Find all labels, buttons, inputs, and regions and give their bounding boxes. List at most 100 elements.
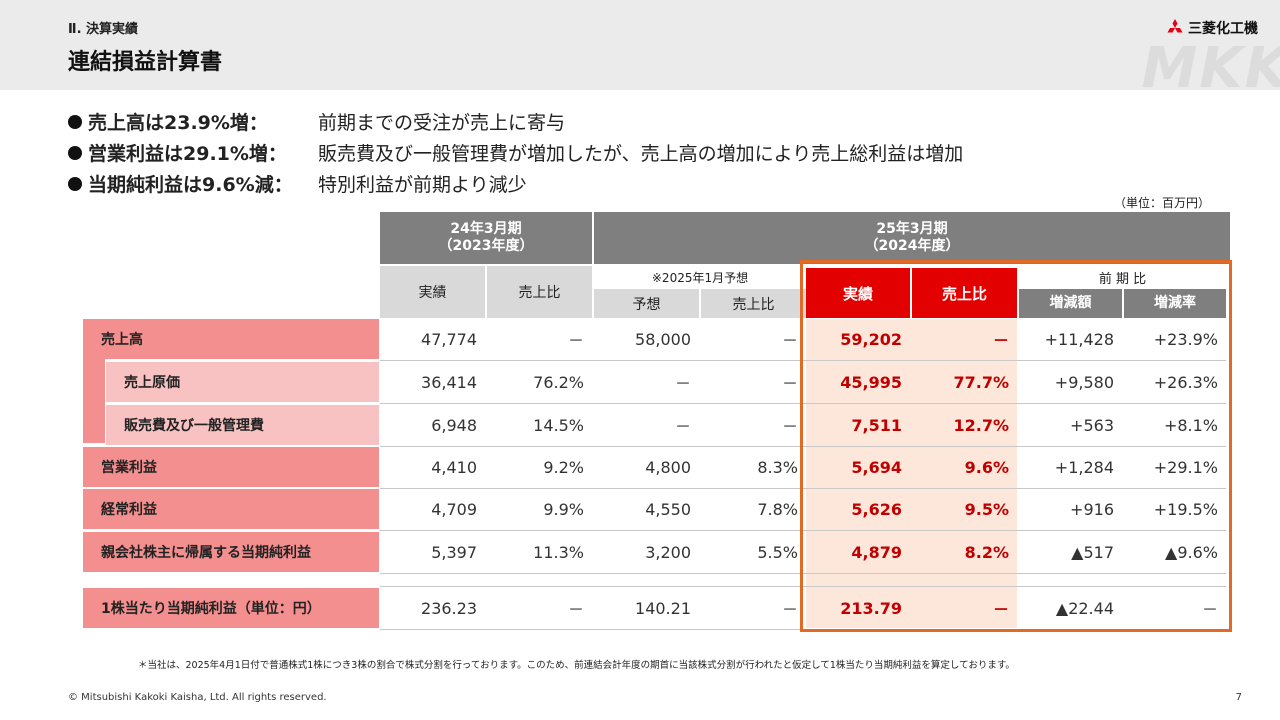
table-cell-fc-r: 5.5% (757, 542, 798, 562)
table-cell-diff: ▲22.44 (1055, 598, 1114, 618)
forecast-note: ※2025年1月予想 (594, 266, 806, 288)
page-title: 連結損益計算書 (68, 50, 223, 75)
table-cell-prev-r: 9.9% (543, 499, 584, 519)
curr-actual-header: 実績 (806, 268, 910, 318)
curr-year-group-header: 25年3月期 （2024年度） (594, 212, 1230, 264)
header-band: Ⅱ. 決算実績 連結損益計算書 MKK 三菱化工機 (0, 0, 1280, 90)
table-cell-rate: +29.1% (1153, 457, 1218, 477)
table-cell-cur-r: 9.5% (912, 489, 1017, 529)
table-cell-cur-r: 77.7% (912, 362, 1017, 402)
curr-ratio-header: 売上比 (912, 268, 1017, 318)
table-cell-fc-r: － (781, 417, 798, 436)
table-cell-rate: +8.1% (1163, 415, 1218, 435)
row-label-indent-bar (83, 359, 105, 443)
row-divider (380, 488, 1226, 489)
bullet-head: 当期純利益は9.6%減： (88, 174, 293, 196)
table-cell-diff: +916 (1070, 499, 1114, 519)
table-cell-prev: 4,410 (431, 457, 477, 477)
three-diamonds-icon (1167, 19, 1183, 33)
table-cell-cur-r: 9.6% (912, 447, 1017, 487)
table-cell-rate: ▲9.6% (1165, 542, 1218, 562)
row-divider (380, 530, 1226, 531)
table-cell-cur-r: 12.7% (912, 405, 1017, 445)
forecast-ratio-header: 売上比 (701, 289, 806, 318)
table-cell-prev: 236.23 (421, 598, 477, 618)
table-cell-cur: 59,202 (806, 319, 910, 359)
prev-actual-header: 実績 (380, 266, 485, 318)
table-cell-prev-r: － (567, 331, 584, 350)
footnote: ＊当社は、2025年4月1日付で普通株式1株につき3株の割合で株式分割を行ってお… (138, 660, 1015, 671)
table-cell-rate: +23.9% (1153, 329, 1218, 349)
table-cell-fc-r: － (781, 331, 798, 350)
table-cell-cur: 5,694 (806, 447, 910, 487)
yoy-header: 前 期 比 (1019, 266, 1226, 288)
table-cell-cur: 45,995 (806, 362, 910, 402)
yoy-rate-header: 増減率 (1124, 289, 1226, 318)
table-cell-cur: 213.79 (806, 588, 910, 628)
yoy-amount-header: 増減額 (1019, 289, 1122, 318)
section-label: Ⅱ. 決算実績 (68, 22, 139, 37)
prev-year-group-header: 24年3月期 （2023年度） (380, 212, 592, 264)
table-cell-prev-r: 9.2% (543, 457, 584, 477)
table-cell-fc: 4,800 (645, 457, 691, 477)
watermark: MKK (1141, 36, 1280, 90)
table-cell-cur-r: － (912, 588, 1017, 628)
table-cell-prev-r: － (567, 600, 584, 619)
table-cell-cur: 4,879 (806, 532, 910, 572)
summary-bullets: 売上高は23.9%増： 前期までの受注が売上に寄与 営業利益は29.1%増： 販… (68, 106, 963, 199)
table-cell-prev: 5,397 (431, 542, 477, 562)
table-cell-fc: － (674, 374, 691, 393)
table-cell-prev: 6,948 (431, 415, 477, 435)
row-divider (380, 403, 1226, 404)
table-cell-diff: +563 (1070, 415, 1114, 435)
table-cell-fc: － (674, 417, 691, 436)
forecast-value-header: 予想 (594, 289, 699, 318)
row-label-eps: 1株当たり当期純利益（単位：円） (83, 588, 379, 628)
table-cell-fc-r: 7.8% (757, 499, 798, 519)
bullet-item: 当期純利益は9.6%減： 特別利益が前期より減少 (68, 168, 963, 199)
bullet-item: 売上高は23.9%増： 前期までの受注が売上に寄与 (68, 106, 963, 137)
table-cell-prev: 4,709 (431, 499, 477, 519)
row-label-cogs: 売上原価 (106, 362, 379, 402)
row-divider (380, 360, 1226, 361)
current-year-highlight-frame (800, 260, 1232, 632)
table-cell-prev-r: 11.3% (533, 542, 584, 562)
table-cell-rate: +19.5% (1153, 499, 1218, 519)
table-cell-fc-r: － (781, 374, 798, 393)
table-cell-fc-r: 8.3% (757, 457, 798, 477)
table-cell-diff: ▲517 (1071, 542, 1114, 562)
table-cell-diff: +11,428 (1044, 329, 1114, 349)
table-cell-diff: +1,284 (1054, 457, 1114, 477)
table-cell-fc: 3,200 (645, 542, 691, 562)
bullet-dot-icon (68, 176, 82, 191)
bullet-item: 営業利益は29.1%増： 販売費及び一般管理費が増加したが、売上高の増加により売… (68, 137, 963, 168)
table-cell-fc: 140.21 (635, 598, 691, 618)
table-cell-cur-r: 8.2% (912, 532, 1017, 572)
table-cell-rate: － (1201, 600, 1218, 619)
table-cell-cur-r: － (912, 319, 1017, 359)
table-cell-rate: +26.3% (1153, 372, 1218, 392)
table-cell-prev: 47,774 (421, 329, 477, 349)
table-cell-cur: 5,626 (806, 489, 910, 529)
company-logo: 三菱化工機 (1166, 18, 1258, 38)
row-divider (380, 586, 1226, 587)
bullet-dot-icon (68, 145, 82, 160)
row-label-net-income: 親会社株主に帰属する当期純利益 (83, 532, 379, 572)
page-number: 7 (1235, 692, 1242, 703)
table-cell-fc-r: － (781, 600, 798, 619)
row-divider (380, 446, 1226, 447)
table-cell-cur: 7,511 (806, 405, 910, 445)
table-cell-prev: 36,414 (421, 372, 477, 392)
row-label-operating-income: 営業利益 (83, 447, 379, 487)
table-cell-diff: +9,580 (1054, 372, 1114, 392)
unit-label: （単位：百万円） (1113, 196, 1210, 210)
row-divider (380, 573, 1226, 574)
table-cell-fc: 58,000 (635, 329, 691, 349)
row-label-ordinary-income: 経常利益 (83, 489, 379, 529)
bullet-head: 売上高は23.9%増： (88, 112, 268, 134)
bullet-body: 前期までの受注が売上に寄与 (318, 112, 566, 134)
row-label-sga: 販売費及び一般管理費 (106, 405, 379, 445)
copyright: © Mitsubishi Kakoki Kaisha, Ltd. All rig… (68, 692, 327, 703)
table-cell-fc: 4,550 (645, 499, 691, 519)
prev-ratio-header: 売上比 (487, 266, 592, 318)
